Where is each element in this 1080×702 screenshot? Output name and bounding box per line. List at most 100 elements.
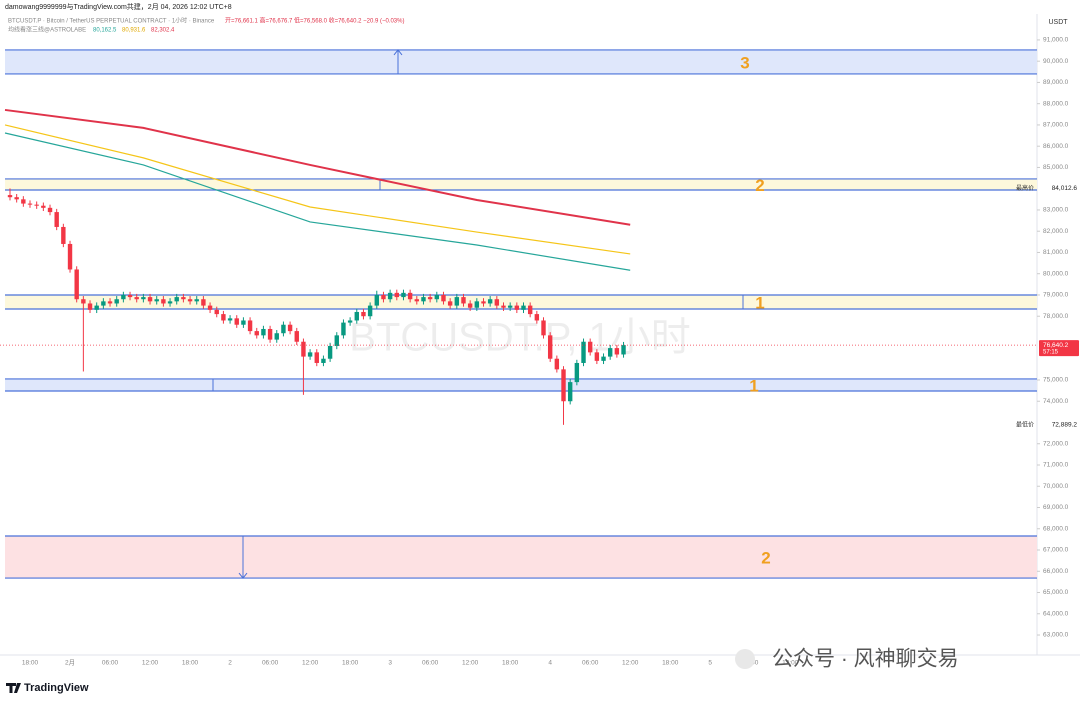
candle-body	[181, 297, 186, 300]
candle-body	[574, 362, 580, 383]
indicator: 均线看涨三线@ASTROLABE	[8, 26, 86, 34]
candle-body	[107, 301, 113, 304]
symbol: BTCUSDT.P · Bitcoin / TetherUS PERPETUAL…	[8, 17, 215, 25]
x-tick-label: 2	[228, 660, 232, 667]
y-tick-label: 64,000.0	[1043, 610, 1069, 617]
candle-body	[507, 305, 513, 308]
candle-body	[581, 341, 586, 363]
candle-body	[154, 299, 159, 302]
price-tag-label: 84,012.6	[1052, 185, 1078, 192]
ma-legend: 80,162.5	[93, 28, 117, 34]
candle-body	[267, 328, 273, 340]
candle-body	[547, 335, 553, 359]
x-tick-label: 18:00	[342, 660, 359, 667]
candle-body	[534, 314, 540, 321]
price-tag-text: 最低价	[1016, 420, 1034, 428]
moving-average	[4, 124, 631, 255]
candle-body	[327, 345, 333, 359]
candle-body	[34, 204, 39, 206]
zone	[5, 49, 1037, 74]
candle-body	[47, 207, 53, 213]
candle-body	[301, 341, 306, 357]
currency: USDT	[1048, 19, 1068, 26]
price-tag	[1039, 419, 1079, 430]
candle-body	[294, 331, 299, 342]
y-tick-label: 66,000.0	[1043, 568, 1069, 575]
candle-body	[521, 305, 526, 310]
header: damowang9999999与TradingView.com共建，2月 04,…	[5, 2, 232, 11]
zone-label: 1	[755, 293, 764, 312]
zone	[5, 294, 1037, 309]
candle-body	[501, 305, 506, 308]
zone-arrow	[393, 49, 403, 56]
candle-body	[134, 297, 139, 300]
candle-body	[394, 292, 399, 298]
candle-body	[434, 294, 440, 300]
y-tick-label: 85,000.0	[1043, 164, 1069, 171]
candle-body	[261, 328, 266, 336]
candle-body	[274, 333, 279, 340]
candle-body	[561, 369, 566, 402]
candle-body	[361, 311, 366, 317]
brand: TradingView	[24, 682, 89, 694]
candle-body	[601, 356, 606, 361]
candle-body	[407, 292, 413, 300]
candle-body	[621, 345, 626, 355]
y-tick-label: 68,000.0	[1043, 525, 1069, 532]
x-tick-label: 18:00	[22, 660, 39, 667]
candle-body	[314, 352, 319, 363]
candle-body	[21, 199, 26, 204]
watermark: BTCUSDT.P, 1小时	[349, 316, 691, 360]
logo	[6, 683, 21, 693]
candle-body	[67, 243, 73, 270]
candle-body	[401, 292, 406, 298]
x-tick-label: 3	[388, 660, 392, 667]
candle-body	[187, 299, 193, 302]
zone-label: 2	[761, 549, 770, 568]
y-tick-label: 75,000.0	[1043, 377, 1069, 384]
y-tick-label: 69,000.0	[1043, 504, 1069, 511]
candle-body	[74, 269, 79, 300]
zone	[5, 535, 1037, 579]
price-tag	[1039, 183, 1079, 194]
x-tick-label: 4	[548, 660, 552, 667]
candle-body	[161, 299, 166, 304]
x-tick-label: 12:00	[462, 660, 479, 667]
candle-body	[607, 348, 613, 357]
footer: 公众号 · 风神聊交易	[772, 648, 959, 671]
candle-body	[474, 301, 480, 308]
y-tick-label: 78,000.0	[1043, 313, 1069, 320]
candle-body	[447, 301, 453, 306]
y-tick-label: 86,000.0	[1043, 143, 1069, 150]
candle-body	[554, 358, 560, 370]
candle-body	[614, 348, 620, 355]
candle-body	[454, 297, 460, 306]
candle-body	[594, 352, 600, 361]
candle-body	[167, 301, 173, 304]
candle-body	[387, 292, 393, 300]
candle-body	[354, 311, 359, 321]
moving-average	[4, 132, 631, 271]
y-tick-label: 88,000.0	[1043, 100, 1069, 107]
candle-body	[54, 212, 59, 227]
price-tag-label: 72,889.2	[1052, 422, 1078, 429]
candle-body	[87, 303, 93, 310]
x-tick-label: 06:00	[422, 660, 439, 667]
x-tick-label: 12:00	[622, 660, 639, 667]
candle-body	[421, 297, 426, 302]
y-tick-label: 82,000.0	[1043, 228, 1069, 235]
candle-body	[441, 294, 446, 302]
x-tick-label: 18:00	[662, 660, 679, 667]
candle-body	[494, 299, 500, 306]
candle-body	[221, 314, 226, 321]
candle-body	[234, 318, 239, 325]
wechat-icon	[735, 649, 755, 669]
candle-body	[147, 297, 153, 302]
zone-label: 3	[740, 53, 749, 72]
candle-body	[281, 324, 286, 334]
moving-average	[4, 108, 631, 226]
candle-body	[567, 382, 573, 402]
y-tick-label: 90,000.0	[1043, 58, 1069, 65]
candle-body	[201, 299, 206, 306]
